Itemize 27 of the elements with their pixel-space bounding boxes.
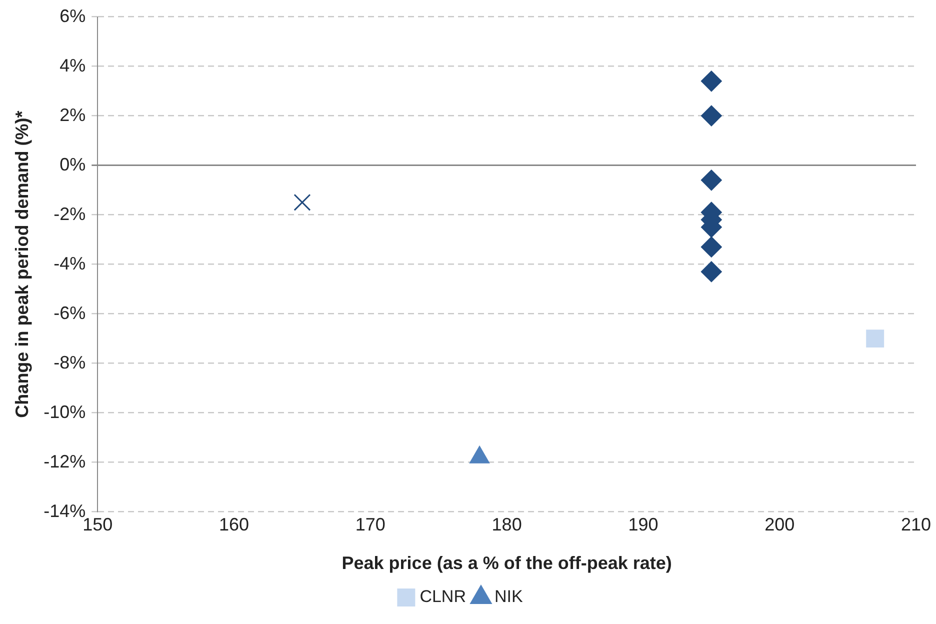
x-tick-label: 190: [628, 514, 658, 535]
x-tick-label: 210: [900, 514, 932, 535]
x-tick-label: 160: [218, 514, 250, 535]
legend-label: CLNR: [420, 587, 466, 606]
y-tick-label: -12%: [44, 451, 86, 472]
x-axis-title: Peak price (as a % of the off-peak rate): [342, 553, 672, 574]
point: [700, 261, 722, 282]
point: [866, 330, 884, 348]
y-axis-title: Change in peak period demand (%)*: [12, 110, 32, 418]
point: [700, 70, 722, 92]
point: [700, 105, 722, 126]
x-tick-label: 180: [492, 514, 522, 535]
point: [294, 194, 311, 211]
y-tick-label: -10%: [44, 402, 86, 422]
point: [700, 170, 722, 191]
x-tick-label: 200: [764, 514, 795, 535]
y-tick-label: -8%: [54, 352, 86, 372]
y-tick-label: 4%: [60, 55, 86, 76]
point: [700, 236, 722, 258]
y-tick-label: -6%: [54, 302, 86, 323]
y-tick-label: 6%: [60, 6, 86, 26]
legend-label: NIK: [494, 587, 524, 606]
y-tick-label: -4%: [54, 253, 86, 274]
y-tick-label: 2%: [60, 104, 86, 125]
y-tick-label: 0%: [60, 154, 86, 174]
y-tick-label: -2%: [54, 204, 86, 224]
x-tick-label: 170: [355, 514, 386, 535]
